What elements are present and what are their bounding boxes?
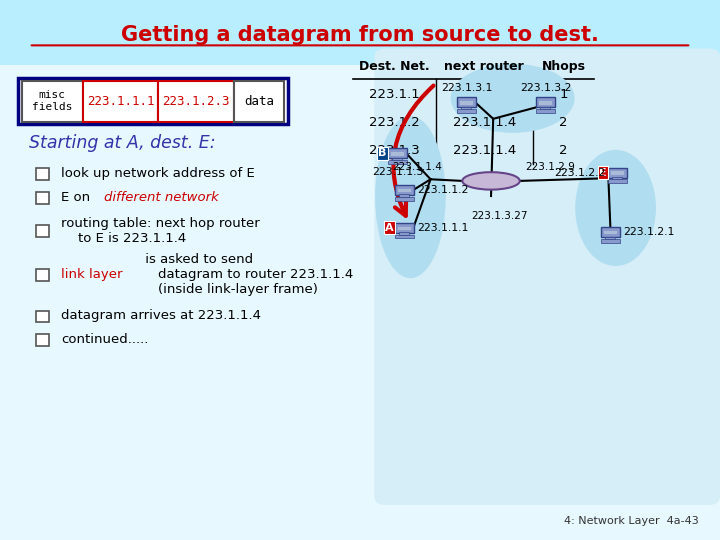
- Text: link layer: link layer: [61, 268, 122, 281]
- Text: datagram arrives at 223.1.1.4: datagram arrives at 223.1.1.4: [61, 309, 261, 322]
- FancyBboxPatch shape: [391, 152, 404, 156]
- Text: 223.1.1: 223.1.1: [369, 89, 420, 102]
- FancyBboxPatch shape: [608, 167, 627, 178]
- Text: 223.1.1.1: 223.1.1.1: [417, 222, 468, 233]
- Text: 223.1.1.4: 223.1.1.4: [453, 117, 516, 130]
- Text: B: B: [378, 148, 387, 158]
- Text: E: E: [599, 167, 607, 178]
- Ellipse shape: [575, 150, 656, 266]
- FancyBboxPatch shape: [460, 102, 473, 105]
- FancyBboxPatch shape: [395, 234, 414, 238]
- FancyBboxPatch shape: [611, 172, 624, 175]
- FancyBboxPatch shape: [604, 231, 617, 234]
- Text: 223.1.1.4: 223.1.1.4: [392, 163, 442, 172]
- Text: 223.1.2: 223.1.2: [369, 117, 420, 130]
- Text: is asked to send
    datagram to router 223.1.1.4
    (inside link-layer frame): is asked to send datagram to router 223.…: [140, 253, 353, 296]
- FancyBboxPatch shape: [540, 107, 550, 109]
- FancyBboxPatch shape: [395, 223, 414, 233]
- Text: 223.1.2.9: 223.1.2.9: [526, 163, 575, 172]
- FancyBboxPatch shape: [601, 227, 620, 237]
- FancyBboxPatch shape: [605, 237, 615, 239]
- FancyBboxPatch shape: [392, 158, 402, 160]
- FancyBboxPatch shape: [395, 185, 414, 195]
- FancyBboxPatch shape: [388, 160, 407, 164]
- Text: 223.1.1.3: 223.1.1.3: [372, 167, 423, 177]
- Text: continued.....: continued.....: [61, 333, 148, 346]
- Text: 2: 2: [559, 145, 567, 158]
- Text: 223.1.3.1: 223.1.3.1: [441, 83, 492, 93]
- FancyBboxPatch shape: [158, 81, 234, 122]
- Text: misc
fields: misc fields: [32, 90, 73, 112]
- FancyBboxPatch shape: [395, 197, 414, 200]
- Text: 223.1.1.2: 223.1.1.2: [417, 185, 468, 195]
- FancyBboxPatch shape: [398, 189, 411, 192]
- Text: E on: E on: [61, 191, 94, 204]
- FancyBboxPatch shape: [601, 239, 620, 242]
- Ellipse shape: [451, 64, 575, 133]
- Text: 223.1.3.27: 223.1.3.27: [472, 211, 528, 221]
- FancyBboxPatch shape: [399, 232, 409, 234]
- Text: 223.1.3: 223.1.3: [369, 145, 420, 158]
- FancyBboxPatch shape: [36, 334, 49, 346]
- FancyBboxPatch shape: [83, 81, 158, 122]
- FancyBboxPatch shape: [22, 81, 83, 122]
- FancyBboxPatch shape: [388, 148, 407, 158]
- Text: different network: different network: [104, 191, 219, 204]
- FancyBboxPatch shape: [457, 97, 476, 107]
- Text: 223.1.3.2: 223.1.3.2: [520, 83, 572, 93]
- Text: 223.1.2.3: 223.1.2.3: [163, 94, 230, 108]
- Text: Getting a datagram from source to dest.: Getting a datagram from source to dest.: [121, 25, 599, 45]
- FancyBboxPatch shape: [234, 81, 284, 122]
- Text: 223.1.2.2: 223.1.2.2: [554, 167, 606, 178]
- FancyBboxPatch shape: [539, 102, 552, 105]
- Text: look up network address of E: look up network address of E: [61, 167, 255, 180]
- Text: data: data: [244, 94, 274, 108]
- FancyBboxPatch shape: [0, 0, 720, 65]
- Text: next router: next router: [444, 60, 524, 73]
- FancyBboxPatch shape: [536, 97, 555, 107]
- Text: Nhops: Nhops: [541, 60, 585, 73]
- Ellipse shape: [375, 116, 446, 278]
- FancyBboxPatch shape: [461, 107, 471, 109]
- FancyBboxPatch shape: [457, 109, 476, 113]
- Text: 223.1.2.1: 223.1.2.1: [623, 227, 674, 237]
- Text: 1: 1: [559, 89, 567, 102]
- Text: A: A: [385, 222, 394, 233]
- Text: Starting at A, dest. E:: Starting at A, dest. E:: [29, 134, 215, 152]
- FancyBboxPatch shape: [36, 269, 49, 281]
- Text: routing table: next hop router
    to E is 223.1.1.4: routing table: next hop router to E is 2…: [61, 217, 260, 245]
- FancyBboxPatch shape: [36, 168, 49, 180]
- FancyBboxPatch shape: [612, 177, 622, 179]
- FancyBboxPatch shape: [536, 109, 555, 113]
- FancyBboxPatch shape: [18, 78, 288, 124]
- Text: 223.1.1.4: 223.1.1.4: [453, 145, 516, 158]
- FancyBboxPatch shape: [399, 194, 409, 197]
- FancyBboxPatch shape: [36, 310, 49, 322]
- Text: 223.1.1.1: 223.1.1.1: [87, 94, 154, 108]
- FancyBboxPatch shape: [398, 227, 411, 230]
- Text: 2: 2: [559, 117, 567, 130]
- Ellipse shape: [462, 172, 520, 190]
- FancyBboxPatch shape: [374, 49, 720, 505]
- FancyBboxPatch shape: [36, 225, 49, 237]
- Text: 4: Network Layer  4a-43: 4: Network Layer 4a-43: [564, 516, 698, 526]
- Text: Dest. Net.: Dest. Net.: [359, 60, 430, 73]
- FancyBboxPatch shape: [608, 179, 627, 183]
- FancyBboxPatch shape: [36, 192, 49, 204]
